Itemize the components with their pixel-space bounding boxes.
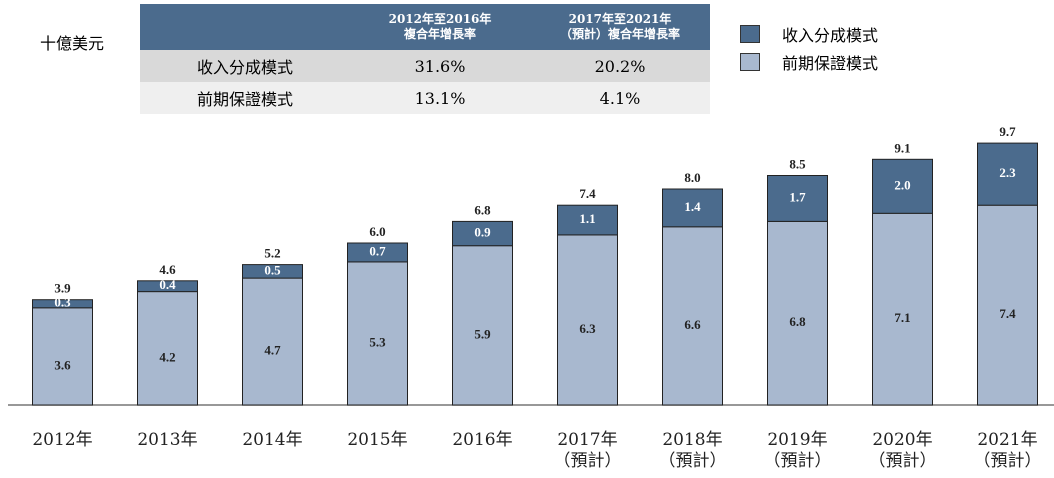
x-tick-label: 2020年 （預計）	[868, 430, 937, 471]
cell: 13.1%	[350, 82, 530, 114]
data-label: 6.8	[789, 314, 806, 329]
x-tick-label: 2015年	[347, 430, 408, 450]
bar-segment	[137, 280, 198, 293]
header-cell: 2017年至2021年 （預計）複合年增長率	[530, 4, 710, 50]
total-label: 7.4	[579, 186, 596, 201]
bar-segment	[242, 264, 303, 279]
header-cell	[140, 4, 350, 50]
data-label: 6.3	[579, 321, 596, 336]
total-label: 8.5	[789, 156, 806, 171]
bar-segment	[662, 188, 723, 228]
table-header: 2012年至2016年 複合年增長率 2017年至2021年 （預計）複合年增長…	[140, 4, 710, 50]
data-label: 0.3	[54, 295, 71, 310]
x-tick-label: 2019年 （預計）	[763, 430, 832, 471]
data-label: 3.6	[54, 357, 71, 372]
cell: 31.6%	[350, 50, 530, 82]
cagr-table: 2012年至2016年 複合年增長率 2017年至2021年 （預計）複合年增長…	[140, 4, 710, 114]
x-tick-label: 2018年 （預計）	[658, 430, 727, 471]
data-label: 0.5	[264, 262, 281, 277]
legend-label: 收入分成模式	[782, 26, 879, 45]
bar-segment	[452, 220, 513, 247]
bar-segment	[767, 175, 828, 222]
bar-segment	[872, 212, 933, 406]
table-row: 收入分成模式 31.6% 20.2%	[140, 50, 710, 82]
legend-label: 前期保證模式	[782, 54, 879, 73]
total-label: 9.7	[999, 124, 1016, 139]
legend-swatch	[740, 25, 760, 43]
x-tick-label: 2012年	[32, 430, 93, 450]
table-row: 前期保證模式 13.1% 4.1%	[140, 82, 710, 114]
data-label: 0.7	[369, 243, 386, 258]
bar-segment	[242, 277, 303, 406]
data-label: 5.3	[369, 334, 386, 349]
legend-swatch	[740, 53, 760, 71]
data-label: 0.9	[474, 225, 491, 240]
data-label: 4.7	[264, 343, 281, 358]
data-label: 5.9	[474, 326, 491, 341]
data-label: 7.1	[894, 310, 910, 325]
data-label: 1.7	[789, 189, 806, 204]
cell: 4.1%	[530, 82, 710, 114]
total-label: 3.9	[54, 281, 71, 296]
legend-entry: 收入分成模式	[740, 22, 878, 46]
bar-segment	[872, 158, 933, 214]
bar-segment	[662, 226, 723, 406]
bar-segment	[977, 142, 1038, 206]
total-label: 8.0	[684, 170, 700, 185]
total-label: 6.0	[369, 224, 385, 239]
data-label: 2.3	[999, 165, 1016, 180]
total-label: 5.2	[264, 246, 280, 261]
bar-segment	[767, 220, 828, 406]
cell: 20.2%	[530, 50, 710, 82]
bar-segment	[347, 261, 408, 406]
bar-segment	[557, 234, 618, 406]
data-label: 1.1	[579, 211, 595, 226]
data-label: 0.4	[159, 277, 176, 292]
data-label: 2.0	[894, 177, 910, 192]
bar-segment	[32, 307, 93, 406]
bar-segment	[347, 242, 408, 263]
bar-segment	[557, 204, 618, 236]
cell: 收入分成模式	[140, 50, 350, 82]
total-label: 4.6	[159, 262, 176, 277]
total-label: 9.1	[894, 140, 910, 155]
unit-label: 十億美元	[40, 34, 105, 53]
data-label: 7.4	[999, 306, 1016, 321]
x-tick-label: 2013年	[137, 430, 198, 450]
bar-segment	[977, 204, 1038, 406]
data-label: 6.6	[684, 317, 701, 332]
bar-segment	[32, 299, 93, 309]
x-tick-label: 2016年	[452, 430, 513, 450]
data-label: 1.4	[684, 199, 701, 214]
data-label: 4.2	[159, 349, 175, 364]
total-label: 6.8	[474, 202, 491, 217]
legend-entry: 前期保證模式	[740, 50, 878, 74]
x-tick-label: 2021年 （預計）	[973, 430, 1042, 471]
x-tick-label: 2017年 （預計）	[553, 430, 622, 471]
cell: 前期保證模式	[140, 82, 350, 114]
x-tick-label: 2014年	[242, 430, 303, 450]
header-cell: 2012年至2016年 複合年增長率	[350, 4, 530, 50]
